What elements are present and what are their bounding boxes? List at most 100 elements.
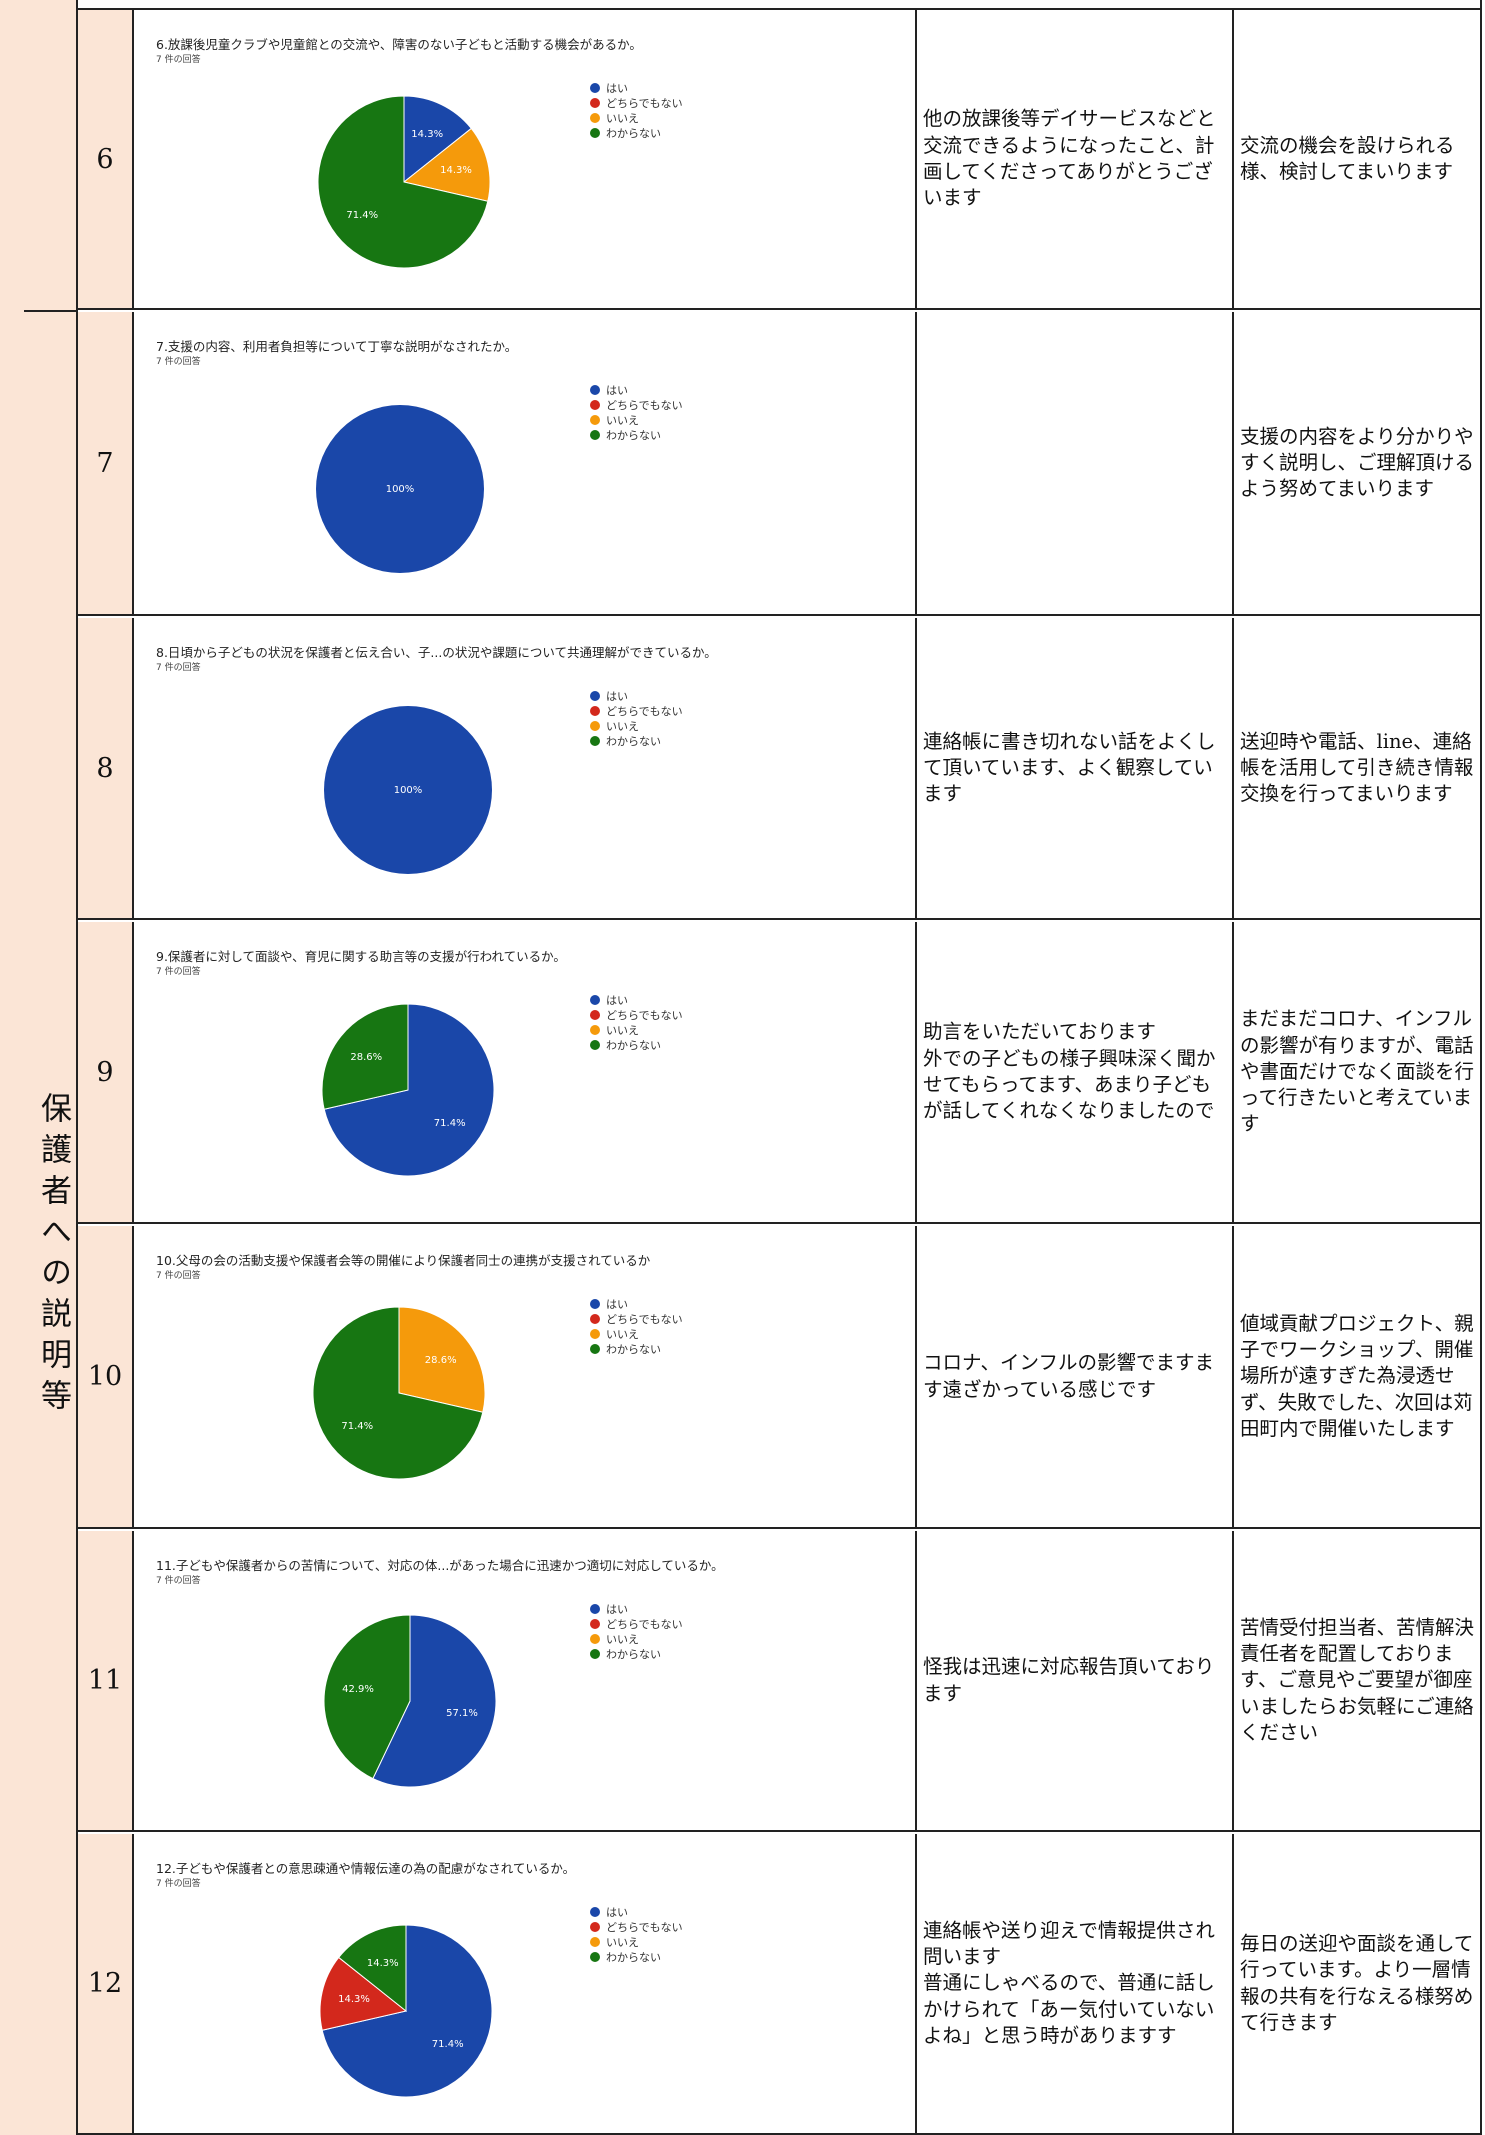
- legend-label: いいえ: [606, 719, 639, 733]
- legend-item: どちらでもない: [590, 397, 683, 412]
- pie-slice-yes: [324, 706, 492, 874]
- legend-item: どちらでもない: [590, 1919, 683, 1934]
- legend-label: どちらでもない: [606, 96, 683, 110]
- table-row: 7 7.支援の内容、利用者負担等について丁寧な説明がなされたか。 7 件の回答 100…: [78, 312, 1482, 616]
- legend-item: いいえ: [590, 1022, 683, 1037]
- comment-cell: [917, 312, 1234, 614]
- legend-dot-no: [590, 1633, 600, 1644]
- pie-slice-label: 14.3%: [440, 165, 472, 176]
- legend-label: わからない: [606, 1647, 661, 1661]
- responses-count: 7 件の回答: [156, 1271, 201, 1281]
- pie-slice-label: 71.4%: [434, 1118, 466, 1129]
- facility-response: 交流の機会を設けられる様、検討してまいります: [1240, 133, 1455, 183]
- legend-dot-yes: [590, 1603, 600, 1614]
- chart-cell: 11.子どもや保護者からの苦情について、対応の体...があった場合に迅速かつ適切…: [134, 1531, 917, 1830]
- parent-comment: 連絡帳や送り迎えで情報提供され問います 普通にしゃべるので、普通に話しかけられて…: [923, 1918, 1215, 2047]
- row-number: 7: [78, 312, 134, 614]
- table-right-border: [1480, 0, 1482, 2135]
- legend-dot-no: [590, 414, 600, 425]
- response-cell: 毎日の送迎や面談を通して行っています。より一層情報の共有を行なえる様努めて行きま…: [1234, 1834, 1480, 2133]
- legend-label: どちらでもない: [606, 704, 683, 718]
- question-title: 8.日頃から子どもの状況を保護者と伝え合い、子...の状況や課題について共通理解…: [156, 645, 717, 660]
- legend-label: はい: [606, 1602, 628, 1616]
- legend-dot-neither: [590, 1921, 600, 1932]
- pie-slice-label: 71.4%: [341, 1421, 373, 1432]
- legend-label: いいえ: [606, 1632, 639, 1646]
- legend-item: どちらでもない: [590, 1616, 683, 1631]
- legend-dot-unknown: [590, 429, 600, 440]
- pie-slice-label: 100%: [394, 785, 423, 796]
- legend-dot-neither: [590, 1313, 600, 1324]
- pie-slice-yes: [316, 405, 484, 573]
- legend-dot-neither: [590, 1009, 600, 1020]
- chart-cell: 8.日頃から子どもの状況を保護者と伝え合い、子...の状況や課題について共通理解…: [134, 618, 917, 918]
- pie-chart: 100%: [324, 706, 492, 874]
- pie-slice-label: 14.3%: [411, 129, 443, 140]
- pie-chart: 57.1% 42.9%: [323, 1614, 497, 1788]
- legend-dot-no: [590, 1328, 600, 1339]
- comment-cell: 連絡帳に書き切れない話をよくして頂いています、よく観察しています: [917, 618, 1234, 918]
- legend-dot-yes: [590, 690, 600, 701]
- pie-slice-unknown: [338, 1924, 407, 2013]
- question-title: 7.支援の内容、利用者負担等について丁寧な説明がなされたか。: [156, 339, 518, 354]
- legend-label: いいえ: [606, 111, 639, 125]
- legend-dot-no: [590, 720, 600, 731]
- legend-label: わからない: [606, 1950, 661, 1964]
- legend-item: いいえ: [590, 718, 683, 733]
- legend-item: わからない: [590, 125, 683, 140]
- legend-item: どちらでもない: [590, 1311, 683, 1326]
- category-cell: 保護者への説明等: [24, 312, 78, 2135]
- chart-cell: 6.放課後児童クラブや児童館との交流や、障害のない子どもと活動する機会があるか。…: [134, 10, 917, 308]
- legend-dot-yes: [590, 384, 600, 395]
- pie-slice-unknown: [323, 1614, 411, 1780]
- legend-label: いいえ: [606, 1023, 639, 1037]
- legend-item: はい: [590, 1601, 683, 1616]
- legend-label: はい: [606, 1297, 628, 1311]
- responses-count: 7 件の回答: [156, 55, 201, 65]
- pie-slice-neither: [319, 1956, 408, 2031]
- pie-slice-label: 71.4%: [432, 2039, 464, 2050]
- parent-comment: 助言をいただいております 外での子どもの様子興味深く聞かせてもらってます、あまり…: [923, 1020, 1216, 1123]
- table-row: 6 6.放課後児童クラブや児童館との交流や、障害のない子どもと活動する機会があるか…: [78, 8, 1482, 310]
- response-cell: 送迎時や電話、line、連絡帳を活用して引き続き情報交換を行ってまいります: [1234, 618, 1480, 918]
- legend-dot-yes: [590, 1298, 600, 1309]
- parent-comment: 他の放課後等デイサービスなどと交流できるようになったこと、計画してくださってあり…: [923, 107, 1216, 210]
- legend-item: どちらでもない: [590, 703, 683, 718]
- pie-slice-unknown: [317, 95, 489, 269]
- legend-label: わからない: [606, 1342, 661, 1356]
- facility-response: 値域貢献プロジェクト、親子でワークショップ、開催場所が遠すぎた為浸透せず、失敗で…: [1240, 1311, 1474, 1440]
- facility-response: 送迎時や電話、line、連絡帳を活用して引き続き情報交換を行ってまいります: [1240, 729, 1474, 806]
- legend-label: はい: [606, 81, 628, 95]
- response-cell: まだまだコロナ、インフルの影響が有りますが、電話や書面だけでなく面談を行って行き…: [1234, 922, 1480, 1222]
- legend-label: はい: [606, 689, 628, 703]
- legend-dot-no: [590, 1024, 600, 1035]
- comment-cell: 怪我は迅速に対応報告頂いております: [917, 1531, 1234, 1830]
- legend-dot-neither: [590, 705, 600, 716]
- responses-count: 7 件の回答: [156, 663, 201, 673]
- legend-dot-yes: [590, 994, 600, 1005]
- legend-label: はい: [606, 993, 628, 1007]
- legend-dot-unknown: [590, 1039, 600, 1050]
- legend-item: どちらでもない: [590, 1007, 683, 1022]
- responses-count: 7 件の回答: [156, 1879, 201, 1889]
- row-number: 8: [78, 618, 134, 918]
- legend-item: わからない: [590, 427, 683, 442]
- facility-response: 支援の内容をより分かりやすく説明し、ご理解頂けるよう努めてまいります: [1240, 424, 1475, 501]
- pie-slice-label: 14.3%: [367, 1958, 399, 1969]
- legend-dot-unknown: [590, 1648, 600, 1659]
- question-title: 10.父母の会の活動支援や保護者会等の開催により保護者同士の連携が支援されている…: [156, 1253, 651, 1268]
- table-row: 11 11.子どもや保護者からの苦情について、対応の体...があった場合に迅速かつ…: [78, 1531, 1482, 1832]
- legend-item: はい: [590, 1904, 683, 1919]
- pie-slice-unknown: [321, 1003, 409, 1110]
- legend-item: わからない: [590, 1646, 683, 1661]
- legend-dot-neither: [590, 1618, 600, 1629]
- left-margin-strip: [0, 0, 26, 2135]
- comment-cell: コロナ、インフルの影響でますます遠ざかっている感じです: [917, 1226, 1234, 1527]
- pie-slice-yes: [321, 1924, 493, 2098]
- legend-dot-no: [590, 1936, 600, 1947]
- chart-legend: はい どちらでもない いいえ わからない: [590, 992, 683, 1052]
- question-title: 9.保護者に対して面談や、育児に関する助言等の支援が行われているか。: [156, 949, 566, 964]
- legend-label: わからない: [606, 1038, 661, 1052]
- comment-cell: 助言をいただいております 外での子どもの様子興味深く聞かせてもらってます、あまり…: [917, 922, 1234, 1222]
- pie-chart: 14.3% 14.3% 71.4%: [317, 95, 491, 269]
